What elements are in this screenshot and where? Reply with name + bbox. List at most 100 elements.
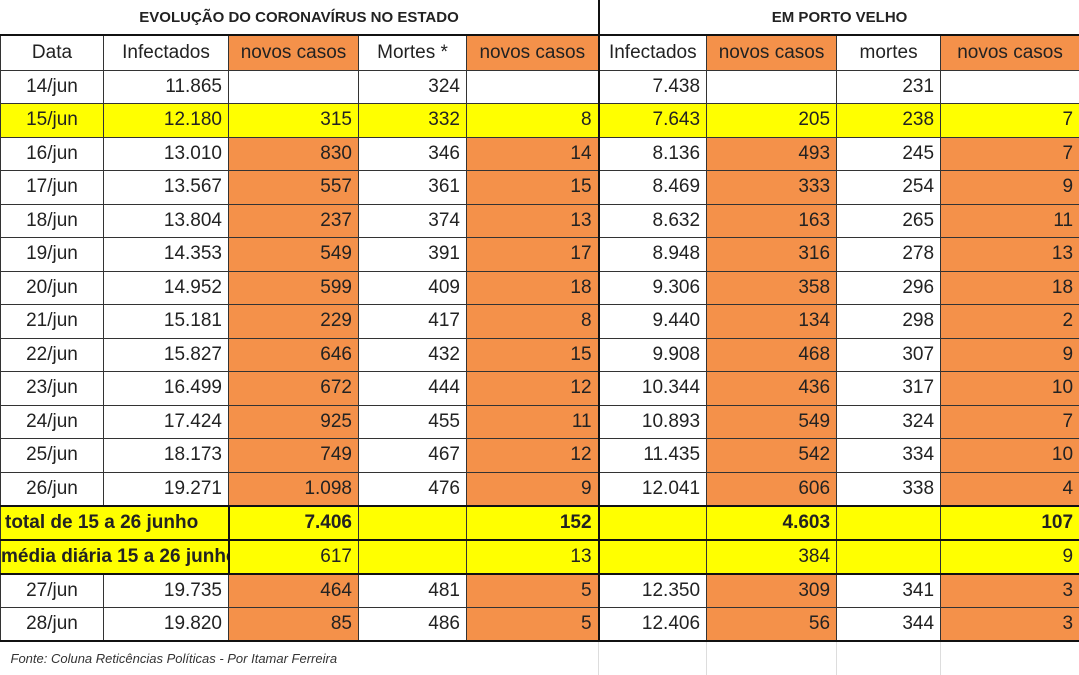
cell-city-infected: 12.406 xyxy=(597,606,708,642)
cell-city-deaths: 254 xyxy=(836,170,942,205)
cell-city-deaths: 231 xyxy=(836,69,942,104)
cell-city-new-cases: 333 xyxy=(706,170,838,205)
cell-city-new-cases: 163 xyxy=(706,203,838,238)
cell-city-infected: 8.948 xyxy=(597,237,708,272)
table-row: 14/jun 11.865 324 7.438 231 xyxy=(0,69,1079,104)
cell-city-infected: 10.893 xyxy=(597,404,708,439)
cell-state-deaths: 455 xyxy=(358,404,467,439)
table-row: 26/jun 19.271 1.098 476 9 12.041 606 338 4 xyxy=(0,471,1079,506)
cell-city-new-deaths xyxy=(940,69,1079,104)
cell-city-deaths: 334 xyxy=(836,438,942,473)
cell-date: 14/jun xyxy=(0,69,104,104)
cell-state-deaths: 481 xyxy=(358,573,467,608)
cell-city-deaths: 344 xyxy=(836,606,942,642)
cell-city-new-deaths: 7 xyxy=(940,136,1079,171)
cell-city-new-deaths: 9 xyxy=(940,170,1079,205)
state-title: EVOLUÇÃO DO CORONAVÍRUS NO ESTADO xyxy=(0,0,599,36)
cell-state-new-cases: 557 xyxy=(228,170,359,205)
cell-state-infected: 17.424 xyxy=(103,404,229,439)
table-row: 16/jun 13.010 830 346 14 8.136 493 245 7 xyxy=(0,136,1079,171)
total-city-cases: 4.603 xyxy=(706,504,838,541)
cell-city-infected: 11.435 xyxy=(597,438,708,473)
cell-city-deaths: 245 xyxy=(836,136,942,171)
cell-state-infected: 11.865 xyxy=(103,69,229,104)
total-row: total de 15 a 26 junho 7.406 152 4.603 107 xyxy=(0,504,1079,541)
cell-date: 19/jun xyxy=(0,237,104,272)
cell-city-new-deaths: 11 xyxy=(940,203,1079,238)
cell-state-new-deaths: 8 xyxy=(465,103,600,138)
source-note: Fonte: Coluna Reticências Políticas - Po… xyxy=(10,650,338,666)
cell-state-new-deaths: 12 xyxy=(465,371,600,406)
cell-city-new-cases: 56 xyxy=(706,606,838,642)
cell-city-infected: 8.632 xyxy=(597,203,708,238)
cell-city-deaths: 278 xyxy=(836,237,942,272)
cell-date: 17/jun xyxy=(0,170,104,205)
cell-city-deaths: 317 xyxy=(836,371,942,406)
cell-state-deaths: 391 xyxy=(358,237,467,272)
cell-city-deaths: 265 xyxy=(836,203,942,238)
table-row: 20/jun 14.952 599 409 18 9.306 358 296 18 xyxy=(0,270,1079,305)
header-city-infected: Infectados xyxy=(597,34,708,71)
cell-state-deaths: 324 xyxy=(358,69,467,104)
cell-state-new-deaths xyxy=(465,69,600,104)
table-row: 21/jun 15.181 229 417 8 9.440 134 298 2 xyxy=(0,304,1079,339)
cell-city-infected: 8.469 xyxy=(597,170,708,205)
cell-city-new-cases: 436 xyxy=(706,371,838,406)
table-row: 15/jun 12.180 315 332 8 7.643 205 238 7 xyxy=(0,103,1079,138)
cell-date: 28/jun xyxy=(0,606,104,642)
cell-state-infected: 14.952 xyxy=(103,270,229,305)
average-row: média diária 15 a 26 junho 617 13 384 9 xyxy=(0,539,1079,575)
cell-state-new-deaths: 17 xyxy=(465,237,600,272)
cell-state-new-deaths: 8 xyxy=(465,304,600,339)
cell-state-new-cases: 315 xyxy=(228,103,359,138)
cell-city-new-cases: 542 xyxy=(706,438,838,473)
cell-city-deaths: 338 xyxy=(836,471,942,506)
cell-date: 15/jun xyxy=(0,103,104,138)
average-state-cases: 617 xyxy=(228,539,359,575)
cell-state-new-deaths: 15 xyxy=(465,337,600,372)
header-city-new-cases: novos casos xyxy=(706,34,838,71)
cell-state-deaths: 346 xyxy=(358,136,467,171)
cell-city-new-cases xyxy=(706,69,838,104)
cell-city-new-cases: 205 xyxy=(706,103,838,138)
cell-state-new-deaths: 14 xyxy=(465,136,600,171)
cell-state-infected: 12.180 xyxy=(103,103,229,138)
cell-date: 24/jun xyxy=(0,404,104,439)
cell-state-new-cases: 599 xyxy=(228,270,359,305)
cell-city-new-cases: 606 xyxy=(706,471,838,506)
cell-state-infected: 13.010 xyxy=(103,136,229,171)
cell-city-infected: 9.306 xyxy=(597,270,708,305)
footer-row: Fonte: Coluna Reticências Políticas - Po… xyxy=(1,640,1079,675)
cell-state-infected: 19.820 xyxy=(103,606,229,642)
cell-date: 27/jun xyxy=(0,573,104,608)
cell-state-new-deaths: 11 xyxy=(465,404,600,439)
cell-state-new-cases: 1.098 xyxy=(228,471,359,506)
cell-state-infected: 19.735 xyxy=(103,573,229,608)
cell-state-deaths: 467 xyxy=(358,438,467,473)
cell-state-deaths: 476 xyxy=(358,471,467,506)
cell-state-infected: 16.499 xyxy=(103,371,229,406)
total-empty xyxy=(836,504,942,541)
cell-date: 26/jun xyxy=(0,471,104,506)
average-empty xyxy=(358,539,467,575)
cell-state-deaths: 444 xyxy=(358,371,467,406)
cell-city-infected: 7.643 xyxy=(597,103,708,138)
cell-state-new-cases: 925 xyxy=(228,404,359,439)
table-row: 23/jun 16.499 672 444 12 10.344 436 317 10 xyxy=(0,371,1079,406)
average-empty xyxy=(836,539,942,575)
cell-state-new-cases: 464 xyxy=(228,573,359,608)
header-date: Data xyxy=(0,34,104,71)
cell-city-new-deaths: 7 xyxy=(940,404,1079,439)
table-row: 19/jun 14.353 549 391 17 8.948 316 278 13 xyxy=(0,237,1079,272)
cell-city-new-cases: 134 xyxy=(706,304,838,339)
cell-city-deaths: 238 xyxy=(836,103,942,138)
header-state-deaths: Mortes * xyxy=(358,34,467,71)
cell-city-new-cases: 309 xyxy=(706,573,838,608)
cell-state-new-deaths: 9 xyxy=(465,471,600,506)
cell-state-new-deaths: 18 xyxy=(465,270,600,305)
cell-state-infected: 18.173 xyxy=(103,438,229,473)
average-state-deaths: 13 xyxy=(465,539,600,575)
cell-date: 21/jun xyxy=(0,304,104,339)
cell-state-new-deaths: 13 xyxy=(465,203,600,238)
